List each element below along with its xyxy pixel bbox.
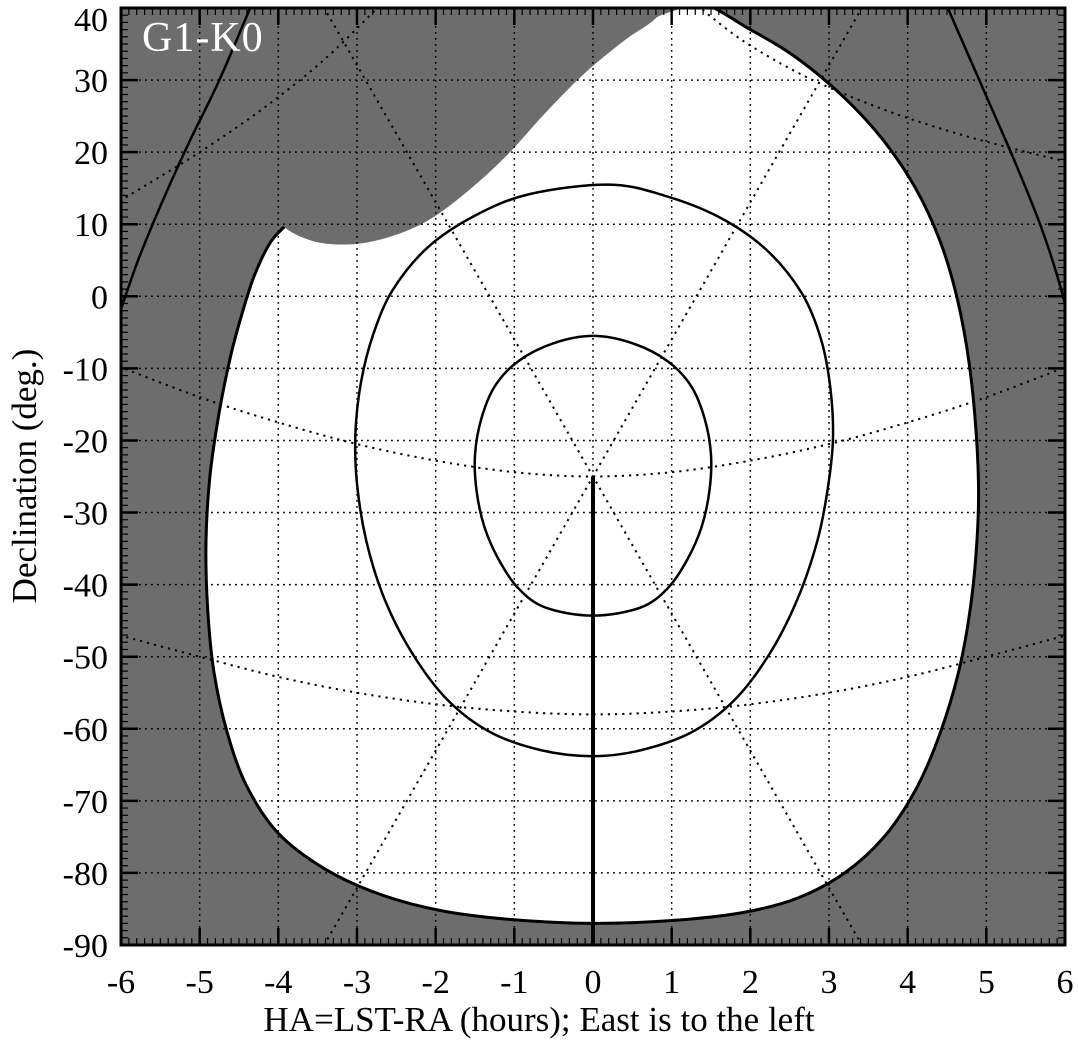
x-axis-title: HA=LST-RA (hours); East is to the left [263, 1000, 815, 1039]
x-tick-label: 2 [742, 964, 759, 1001]
x-tick-label: -2 [422, 964, 450, 1001]
y-tick-label: -70 [63, 784, 108, 821]
x-tick-label: -3 [343, 964, 371, 1001]
x-tick-label: 4 [899, 964, 916, 1001]
x-tick-label: -6 [107, 964, 135, 1001]
y-tick-label: 20 [74, 135, 108, 172]
y-tick-label: -60 [63, 712, 108, 749]
x-tick-label: 3 [821, 964, 838, 1001]
x-tick-label: 1 [663, 964, 680, 1001]
baseline-label: G1-K0 [142, 15, 264, 61]
axes-layer [119, 6, 1067, 947]
x-tick-label: -5 [186, 964, 214, 1001]
y-tick-label: 10 [74, 207, 108, 244]
contour-outer-left-arc [121, 8, 252, 313]
y-tick-label: -10 [63, 351, 108, 388]
y-tick-label: 0 [91, 279, 108, 316]
accessible-region-outline [204, 8, 981, 925]
y-tick-label: -30 [63, 496, 108, 533]
x-tick-label: 0 [585, 964, 602, 1001]
x-tick-label: -1 [500, 964, 528, 1001]
y-tick-label: 40 [74, 2, 108, 39]
dotted-elevation-curve [698, 8, 1065, 163]
dotted-elevation-curve [121, 8, 379, 202]
x-tick-label: 5 [978, 964, 995, 1001]
y-tick-label: -50 [63, 640, 108, 677]
y-tick-label: -90 [63, 928, 108, 965]
shade-notch [203, 8, 684, 245]
y-tick-label: -20 [63, 423, 108, 460]
dotted-elevation-curve [121, 366, 1065, 478]
x-tick-label: -4 [264, 964, 292, 1001]
y-tick-label: 30 [74, 63, 108, 100]
contour-outer-right-arc [946, 8, 1065, 310]
y-tick-label: -40 [63, 568, 108, 605]
y-tick-label: -80 [63, 856, 108, 893]
plot-layers [121, 8, 1065, 945]
x-tick-label: 6 [1057, 964, 1074, 1001]
tick-label-layer: -6 -5 -4 -3 -2 -1 0 1 2 3 4 5 6403020100-10-20-30-40… [63, 2, 1074, 1001]
y-axis-title: Declination (deg.) [5, 348, 44, 604]
